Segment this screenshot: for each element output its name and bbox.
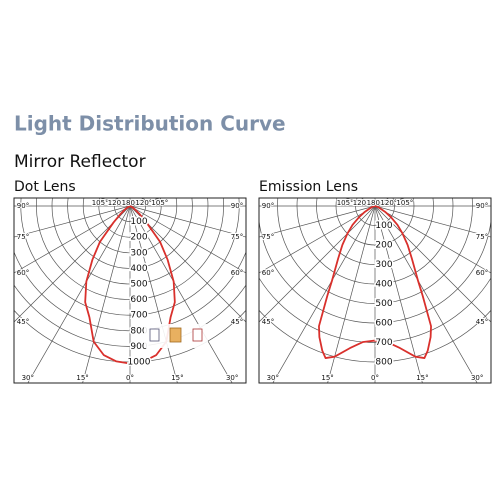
radial-line [14,206,130,273]
polar-chart [219,50,500,383]
section-title: Mirror Reflector [14,152,146,172]
angle-label: 75° [17,233,29,241]
angle-label: 15° [76,374,88,382]
angle-label: 90° [231,202,243,210]
angle-label: 0° [371,374,379,382]
angle-label: 30° [226,374,238,382]
angle-label: 90° [17,202,29,210]
radial-label: 700 [375,338,392,348]
angle-label: 45° [17,318,29,326]
page-title: Light Distribution Curve [14,112,286,136]
angle-label: 90° [262,202,274,210]
angle-label: 15° [416,374,428,382]
radial-line [259,206,375,273]
radial-label: 600 [130,295,147,305]
radial-label: 400 [375,280,392,290]
radial-label: 100 [130,217,147,227]
radial-label: 200 [130,233,147,243]
angle-label: 45° [231,318,243,326]
chart-title: Dot Lens [14,179,76,195]
angle-label: 105° [396,199,413,207]
radial-label: 700 [130,311,147,321]
angle-label: 60° [231,269,243,277]
angle-label: 75° [476,233,488,241]
angle-label: 105° [337,199,354,207]
copy-icon [150,329,159,341]
angle-label: 60° [262,269,274,277]
angle-label: 90° [476,202,488,210]
radial-label: 300 [130,248,147,258]
radial-label: 500 [375,299,392,309]
radial-label: 600 [375,319,392,329]
angle-label: 30° [471,374,483,382]
angle-label: 30° [267,374,279,382]
angle-label: 60° [476,269,488,277]
angle-label: 45° [476,318,488,326]
radial-label: 1000 [128,358,151,368]
angle-label: 105° [92,199,109,207]
angle-label: 75° [231,233,243,241]
radial-line [259,206,375,322]
radial-line [14,206,130,237]
text-icon [170,328,181,342]
angle-label: 120° [135,199,152,207]
angle-label: 15° [321,374,333,382]
angle-label: 105° [151,199,168,207]
angle-label: 60° [17,269,29,277]
radial-label: 200 [375,241,392,251]
chart-title: Emission Lens [259,179,358,195]
radial-label: 800 [375,358,392,368]
radial-line [28,206,130,383]
angle-label: 45° [262,318,274,326]
radial-label: 300 [375,260,392,270]
angle-label: 75° [262,233,274,241]
angle-label: 30° [22,374,34,382]
radial-label: 400 [130,264,147,274]
radial-label: 100 [375,221,392,231]
angle-label: 15° [171,374,183,382]
image-toolbar [144,324,208,348]
radial-label: 500 [130,280,147,290]
pdf-icon [193,329,202,341]
angle-label: 0° [126,374,134,382]
angle-label: 120° [380,199,397,207]
